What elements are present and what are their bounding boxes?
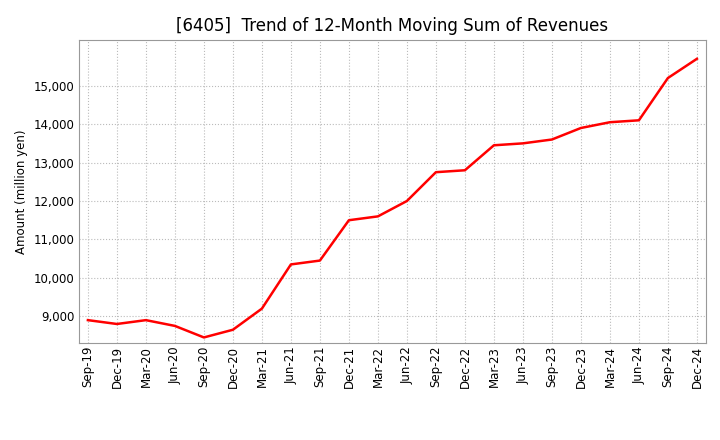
- Title: [6405]  Trend of 12-Month Moving Sum of Revenues: [6405] Trend of 12-Month Moving Sum of R…: [176, 17, 608, 35]
- Y-axis label: Amount (million yen): Amount (million yen): [15, 129, 28, 253]
